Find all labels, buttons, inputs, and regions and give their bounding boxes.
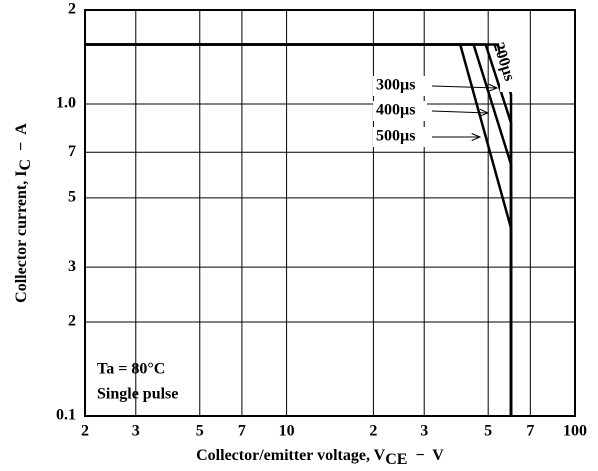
x-label-sub: CE [385,451,407,468]
arrow-head [479,108,490,117]
x-tick-label: 5 [196,423,204,440]
x-label-suffix: − V [407,447,444,464]
x-tick-label: 100 [563,423,587,440]
y-label-sub: C [17,159,34,171]
series-line [85,43,513,416]
label-bg [373,76,427,96]
x-tick-label: 2 [369,423,377,440]
label-bg [373,101,427,121]
x-tick-label: 10 [279,423,295,440]
y-tick-label: 0.1 [56,407,76,424]
arrow-head [471,133,482,141]
y-tick-label: 3 [68,258,76,275]
x-tick-label: 3 [420,423,428,440]
label-bg [373,127,427,147]
x-tick-label: 7 [526,423,534,440]
arrow-shaft [431,110,489,114]
y-label-text: Collector current, I [13,171,30,303]
label-bg [500,36,522,92]
annotation: Single pulse [97,386,178,403]
y-label-suffix: − A [13,123,30,159]
arrow-shaft [431,85,498,89]
series-label: 500µs [376,128,415,145]
series-label: 300µs [376,77,415,94]
y-tick-label: 7 [68,143,76,160]
x-label-text: Collector/emitter voltage, V [196,447,386,464]
y-tick-label: 2 [68,313,76,330]
y-tick-label: 5 [68,189,76,206]
x-tick-label: 3 [132,423,140,440]
annotation: Ta = 80°C [97,361,165,378]
y-tick-label: 1.0 [56,95,76,112]
x-tick-label: 7 [238,423,246,440]
x-tick-label: 2 [81,423,89,440]
x-axis-label: Collector/emitter voltage, VCE − V [196,447,444,468]
series-label: 400µs [376,102,415,119]
y-axis-label: Collector current, IC − A [13,123,34,303]
x-tick-label: 5 [484,423,492,440]
arrow-head [488,83,499,92]
y-tick-label: 2 [68,1,76,18]
